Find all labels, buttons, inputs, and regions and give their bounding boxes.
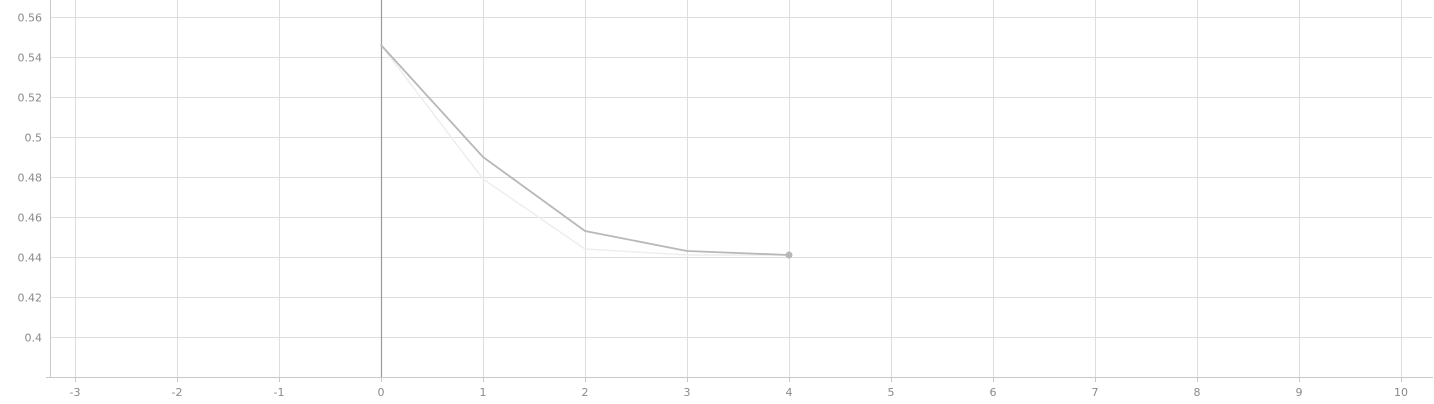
series	[380, 44, 793, 259]
x-tick-label: 6	[990, 386, 997, 399]
y-tick-label: 0.42	[18, 292, 43, 305]
x-tick-label: 5	[888, 386, 895, 399]
y-axis-tick-labels: 0.4 0.42 0.44 0.46 0.48 0.5 0.52 0.54 0.56	[18, 12, 43, 345]
y-tick-label: 0.5	[25, 132, 43, 145]
x-tick-label: 8	[1194, 386, 1201, 399]
y-tick-label: 0.48	[18, 172, 43, 185]
series-line-raw	[380, 44, 790, 256]
y-tick-label: 0.44	[18, 252, 43, 265]
y-tick-label: 0.56	[18, 12, 43, 25]
x-tick-label: 2	[582, 386, 589, 399]
axes	[46, 0, 1433, 382]
x-tick-label: -1	[274, 386, 285, 399]
x-tick-label: 10	[1394, 386, 1408, 399]
series-end-point	[785, 251, 793, 259]
x-tick-label: 0	[378, 386, 385, 399]
x-tick-label: 7	[1092, 386, 1099, 399]
y-tick-label: 0.46	[18, 212, 43, 225]
grid	[50, 0, 1432, 377]
x-tick-label: 1	[480, 386, 487, 399]
y-tick-label: 0.54	[18, 52, 43, 65]
x-tick-label: -3	[70, 386, 81, 399]
x-tick-label: 9	[1296, 386, 1303, 399]
y-tick-label: 0.52	[18, 92, 43, 105]
y-tick-label: 0.4	[25, 332, 43, 345]
series-line-smoothed	[380, 44, 790, 256]
x-axis-tick-labels: -3 -2 -1 0 1 2 3 4 5 6 7 8 9 10	[70, 386, 1408, 399]
x-tick-label: 3	[684, 386, 691, 399]
x-tick-label: 4	[786, 386, 793, 399]
x-tick-label: -2	[172, 386, 183, 399]
